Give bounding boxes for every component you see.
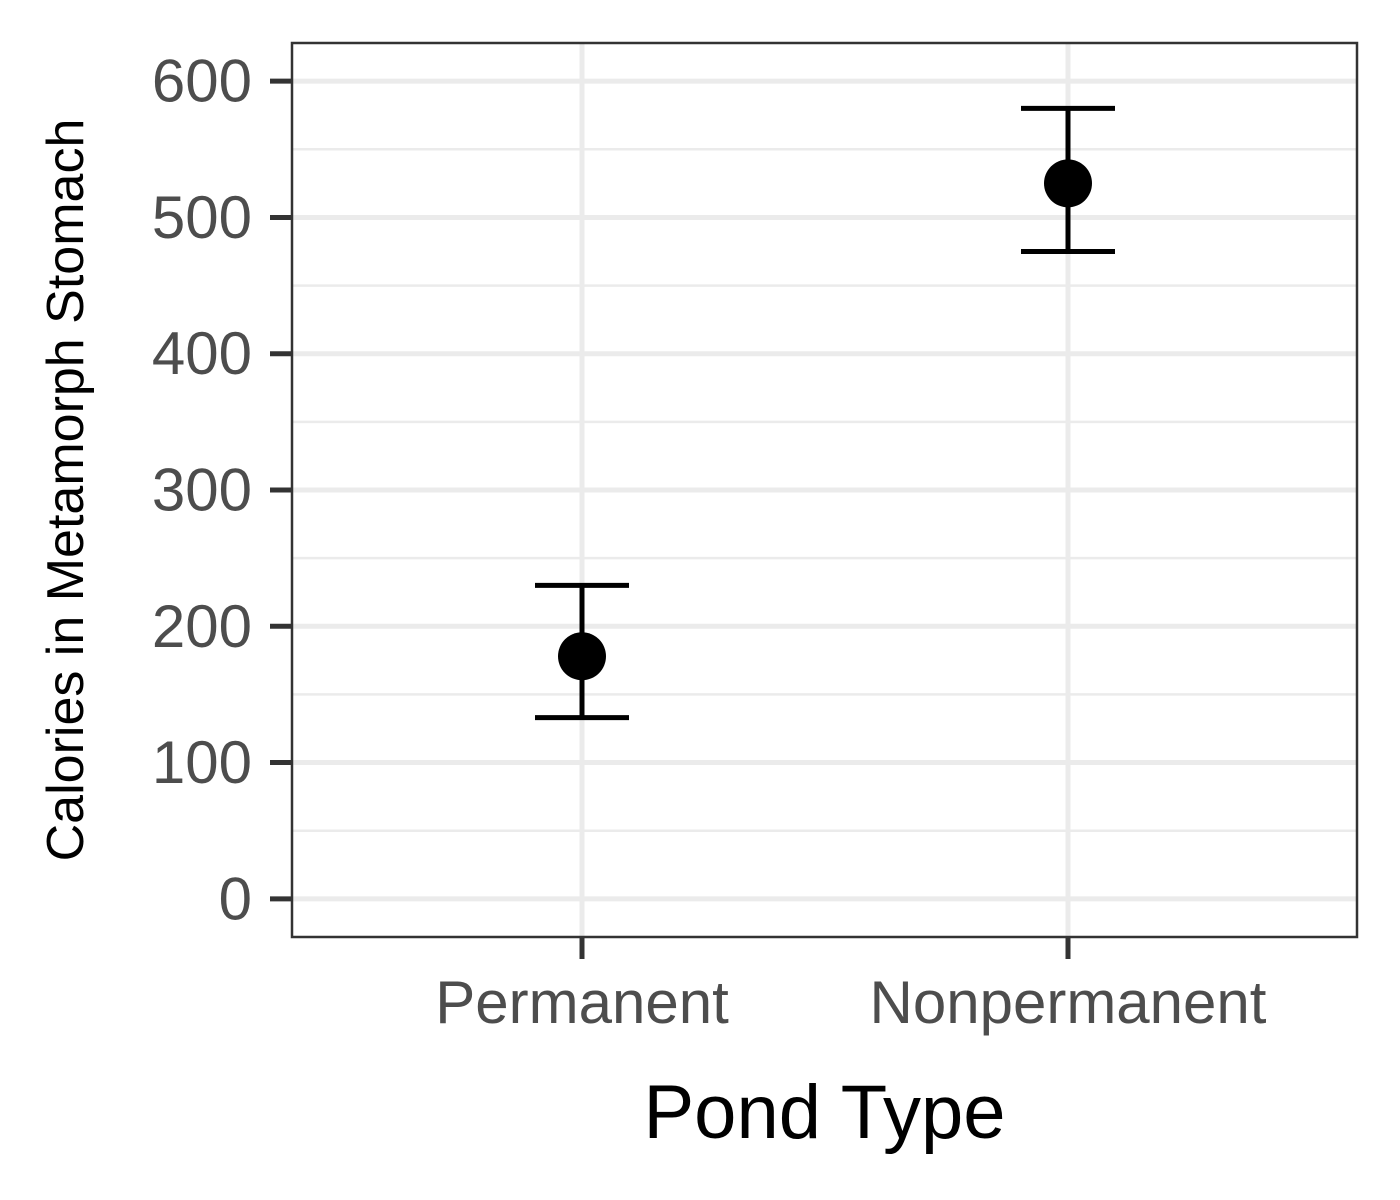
y-tick-label: 400 [152,320,252,387]
data-point [1044,159,1092,208]
x-tick-label: Permanent [435,969,729,1036]
axis-ticks: 0 100 200 300 400 500 600 Permanent Nonpermanent [152,48,1267,1036]
y-tick-label: 0 [219,865,252,932]
y-axis-title: Calories in Metamorph Stomach [37,119,95,862]
data-marks [535,105,1115,721]
x-tick-label: Nonpermanent [870,969,1267,1036]
data-point [558,632,606,681]
y-tick-label: 500 [152,184,252,251]
y-tick-label: 100 [152,729,252,796]
y-tick-label: 200 [152,593,252,660]
y-tick-label: 600 [152,48,252,115]
y-tick-label: 300 [152,457,252,524]
x-axis-title: Pond Type [643,1070,1005,1155]
grid-layer [292,43,1357,937]
